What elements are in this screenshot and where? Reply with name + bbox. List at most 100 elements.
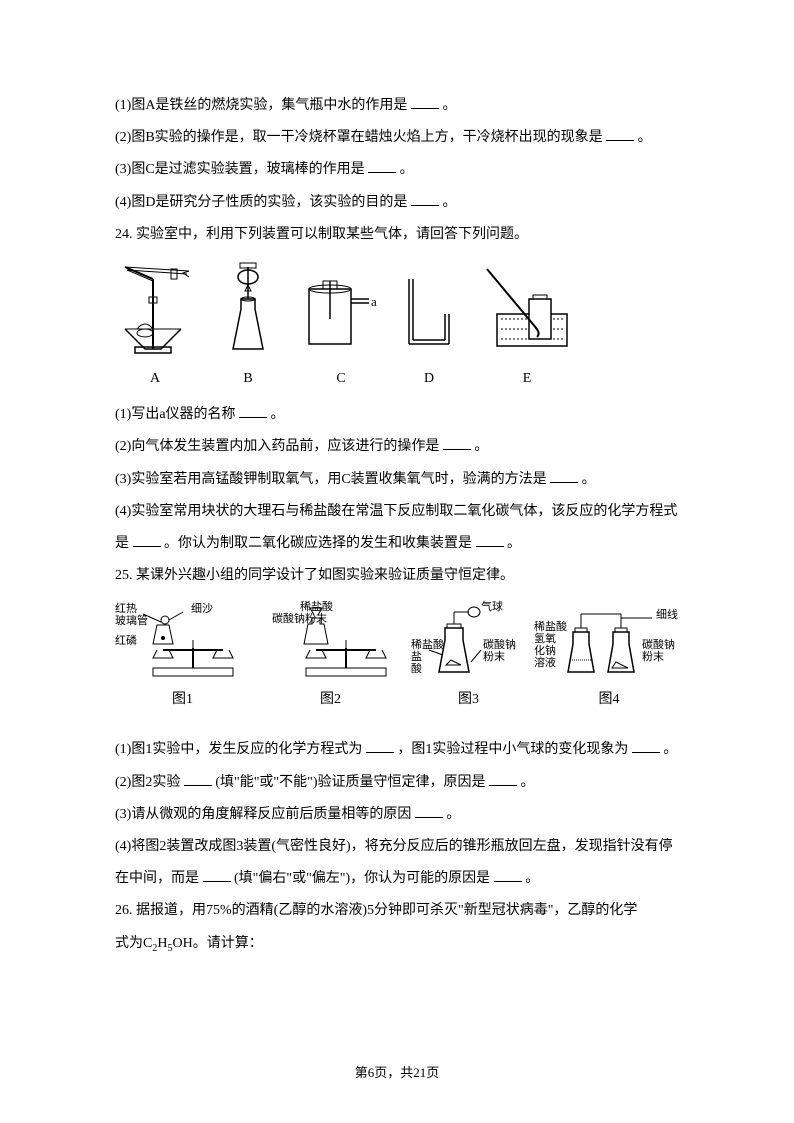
q23-line4: (4)图D是研究分子性质的实验，该实验的目的是 。 — [115, 187, 679, 219]
text: (2)图B实验的操作是，取一干冷烧杯罩在蜡烛火焰上方，干冷烧杯出现的现象是 — [115, 130, 606, 145]
text: (3)请从微观的角度解释反应前后质量相等的原因 — [115, 807, 415, 822]
q25-title: 25. 某课外兴趣小组的同学设计了如图实验来验证质量守恒定律。 — [115, 560, 679, 592]
blank — [239, 404, 267, 418]
text: (1)写出a仪器的名称 — [115, 407, 239, 422]
fig-D: D — [399, 259, 459, 395]
text: (1)图1实验中，发生反应的化学方程式为 — [115, 742, 366, 757]
q25-figures: 红热 玻璃管 红磷 细沙 图1 稀盐酸 碳酸钠粉末 — [115, 600, 679, 716]
text: H — [157, 936, 167, 951]
q23-line1: (1)图A是铁丝的燃烧实验，集气瓶中水的作用是 。 — [115, 90, 679, 122]
apparatus-B-icon — [213, 259, 283, 359]
label-fig1: 图1 — [172, 684, 193, 716]
q23-line3: (3)图C是过滤实验装置，玻璃棒的作用是 。 — [115, 154, 679, 186]
text: (2)向气体发生装置内加入药品前，应该进行的操作是 — [115, 439, 443, 454]
text: 。 — [660, 742, 678, 757]
ann: 粉末 — [642, 649, 664, 663]
fig-2: 稀盐酸 碳酸钠粉末 图2 — [258, 600, 403, 716]
text: (2)图2实验 — [115, 775, 184, 790]
q25-line4b: 在中间，而是 (填"偏右"或"偏左")，你认为可能的原因是 。 — [115, 863, 679, 895]
ann: 化钠 — [534, 643, 556, 657]
blank — [411, 192, 439, 206]
q24-title: 24. 实验室中，利用下列装置可以制取某些气体，请回答下列问题。 — [115, 219, 679, 251]
q26-line1: 26. 据报道，用75%的酒精(乙醇的水溶液)5分钟即可杀灭"新型冠状病毒"，乙… — [115, 895, 679, 927]
text: 。 — [504, 536, 522, 551]
ann: 气球 — [481, 600, 503, 613]
q24-line3: (3)实验室若用高锰酸钾制取氧气，用C装置收集氧气时，验满的方法是 。 — [115, 464, 679, 496]
text: 。 — [522, 871, 540, 886]
label-E: E — [523, 363, 532, 395]
text: 。 — [634, 130, 652, 145]
label-B: B — [243, 363, 252, 395]
svg-text:酸: 酸 — [411, 661, 422, 675]
text: 。 — [443, 807, 461, 822]
blank — [476, 533, 504, 547]
ann: 氢氧 — [534, 631, 556, 645]
balance-1-icon: 红热 玻璃管 红磷 细沙 — [115, 600, 250, 680]
ann: 玻璃管 — [115, 613, 148, 627]
text: (填"偏右"或"偏左")，你认为可能的原因是 — [231, 871, 494, 886]
text: 。 — [267, 407, 285, 422]
text: (1)图A是铁丝的燃烧实验，集气瓶中水的作用是 — [115, 98, 411, 113]
blank — [550, 469, 578, 483]
blank — [184, 772, 212, 786]
text: 。 — [578, 472, 596, 487]
fig-C: a C — [301, 259, 381, 395]
text: 。 — [396, 162, 414, 177]
blank — [415, 804, 443, 818]
balance-2-icon: 稀盐酸 碳酸钠粉末 — [258, 600, 403, 680]
q25-line1: (1)图1实验中，发生反应的化学方程式为 ，图1实验过程中小气球的变化现象为 。 — [115, 734, 679, 766]
ann: 红磷 — [115, 634, 137, 647]
q25-line2: (2)图2实验 (填"能"或"不能")验证质量守恒定律，原因是 。 — [115, 767, 679, 799]
blank — [443, 436, 471, 450]
q26-line2: 式为C2H5OH。请计算： — [115, 928, 679, 960]
blank — [606, 127, 634, 141]
q24-line4b: 是 。你认为制取二氧化碳应选择的发生和收集装置是 。 — [115, 528, 679, 560]
text: 是 — [115, 536, 133, 551]
text: (3)实验室若用高锰酸钾制取氧气，用C装置收集氧气时，验满的方法是 — [115, 472, 550, 487]
ann: 红热 — [115, 602, 137, 615]
label-A: A — [150, 363, 160, 395]
label-fig3: 图3 — [458, 684, 479, 716]
fig-B: B — [213, 259, 283, 395]
ann: 粉末 — [483, 649, 505, 663]
apparatus-A-icon — [115, 259, 195, 359]
fig-A: A — [115, 259, 195, 395]
text: (填"能"或"不能")验证质量守恒定律，原因是 — [212, 775, 489, 790]
a-pointer-label: a — [371, 287, 377, 317]
q24-line4a: (4)实验室常用块状的大理石与稀盐酸在常温下反应制取二氧化碳气体，该反应的化学方… — [115, 496, 679, 528]
flask-balloon-icon: 气球 稀盐酸 盐 酸 碳酸钠 粉末 — [411, 600, 526, 680]
apparatus-D-icon — [399, 259, 459, 359]
label-fig2: 图2 — [320, 684, 341, 716]
ann: 溶液 — [534, 655, 556, 669]
ann: 碳酸钠 — [483, 637, 516, 651]
fig-4: 细线 稀盐酸 氢氧 化钠 溶液 碳酸钠 粉末 图4 — [534, 600, 684, 716]
text: 。 — [471, 439, 489, 454]
q24-figures: A B a C — [115, 259, 679, 395]
blank — [632, 739, 660, 753]
blank — [411, 95, 439, 109]
ann: 稀盐酸 — [411, 637, 444, 651]
apparatus-C-icon — [301, 259, 381, 359]
q24-line2: (2)向气体发生装置内加入药品前，应该进行的操作是 。 — [115, 431, 679, 463]
fig-1: 红热 玻璃管 红磷 细沙 图1 — [115, 600, 250, 716]
text: (4)图D是研究分子性质的实验，该实验的目的是 — [115, 195, 411, 210]
fig-E: E — [477, 259, 577, 395]
label-C: C — [336, 363, 345, 395]
q25-line3: (3)请从微观的角度解释反应前后质量相等的原因 。 — [115, 799, 679, 831]
text: 在中间，而是 — [115, 871, 203, 886]
text: 式为C — [115, 936, 152, 951]
text: 。 — [439, 98, 457, 113]
text: (3)图C是过滤实验装置，玻璃棒的作用是 — [115, 162, 368, 177]
blank — [366, 739, 394, 753]
page-content: (1)图A是铁丝的燃烧实验，集气瓶中水的作用是 。 (2)图B实验的操作是，取一… — [115, 90, 679, 960]
q23-line2: (2)图B实验的操作是，取一干冷烧杯罩在蜡烛火焰上方，干冷烧杯出现的现象是 。 — [115, 122, 679, 154]
blank — [203, 868, 231, 882]
page-footer: 第6页，共21页 — [0, 1062, 794, 1081]
ann: 细沙 — [191, 602, 213, 615]
blank — [368, 159, 396, 173]
label-D: D — [424, 363, 434, 395]
text: 。你认为制取二氧化碳应选择的发生和收集装置是 — [161, 536, 476, 551]
blank — [489, 772, 517, 786]
text: 。 — [439, 195, 457, 210]
ann: 稀盐酸 — [534, 619, 567, 633]
